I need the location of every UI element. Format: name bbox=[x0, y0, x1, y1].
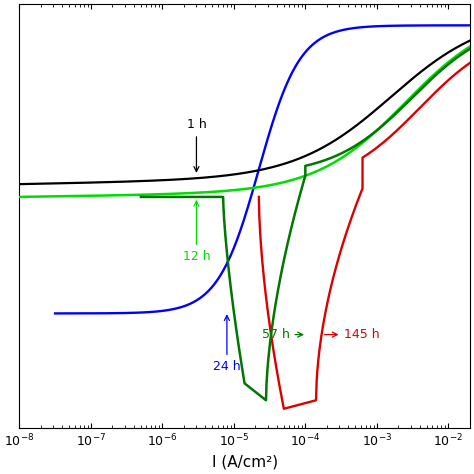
Text: 24 h: 24 h bbox=[213, 316, 241, 373]
Text: 12 h: 12 h bbox=[182, 201, 210, 263]
X-axis label: I (A/cm²): I (A/cm²) bbox=[211, 455, 278, 470]
Text: 145 h: 145 h bbox=[325, 328, 380, 341]
Text: 1 h: 1 h bbox=[187, 118, 206, 172]
Text: 57 h: 57 h bbox=[262, 328, 303, 341]
